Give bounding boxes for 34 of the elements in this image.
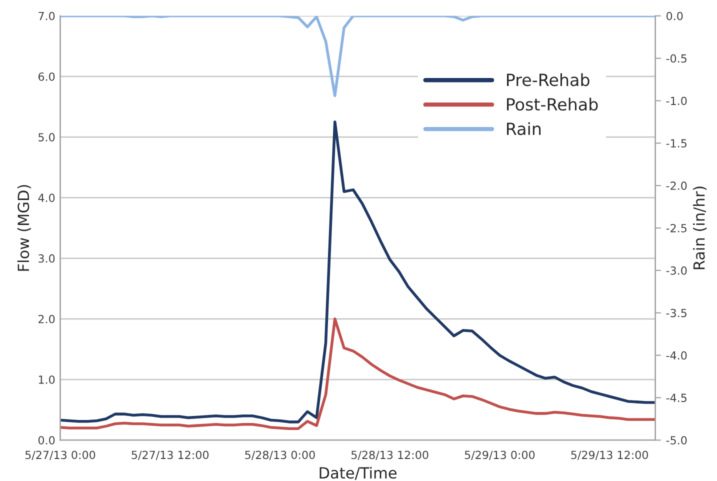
y-tick-label: 4.0 (38, 194, 55, 202)
y-tick-label: 2.0 (38, 314, 55, 324)
y2-tick-label: 0.0 (666, 12, 683, 20)
y-tick-label: 5.0 (38, 133, 55, 142)
legend-label: Rain (507, 122, 541, 136)
y2-tick-label: -4.5 (666, 394, 686, 402)
x-tick-label: 5/28/13 0:00 (245, 450, 315, 460)
line-series (60, 318, 656, 430)
x-tick-label: 5/29/13 0:00 (464, 450, 535, 460)
y2-tick-label: -0.5 (666, 54, 686, 63)
y-tick-label: 6.0 (38, 72, 55, 81)
y2-tick-label: -1.0 (666, 96, 687, 106)
x-tick-label: 5/27/13 0:00 (25, 450, 96, 460)
line-series (60, 16, 656, 98)
x-tick-label: 5/29/13 12:00 (571, 450, 648, 460)
y2-tick-label: -1.5 (666, 139, 686, 148)
x-tick-label: 5/28/13 12:00 (351, 450, 428, 460)
y-tick-label: 7.0 (38, 12, 55, 20)
y-tick-label: 1.0 (38, 375, 55, 384)
y2-tick-label: -5.0 (666, 436, 687, 444)
line-series (60, 120, 656, 424)
y-tick-label: 3.0 (38, 254, 55, 263)
y2-tick-label: -2.5 (666, 224, 686, 232)
x-axis-title: Date/Time (320, 466, 396, 480)
y-tick-label: 0.0 (38, 436, 55, 444)
y-axis-title: Flow (MGD) (17, 185, 31, 271)
y2-axis-title: Rain (in/hr) (692, 186, 707, 270)
y2-tick-label: -3.0 (666, 266, 687, 275)
legend-label: Pre-Rehab (507, 73, 590, 86)
y2-tick-label: -2.0 (666, 182, 687, 190)
legend-label: Post-Rehab (507, 98, 598, 111)
y2-tick-label: -4.0 (666, 351, 687, 360)
x-tick-label: 5/27/13 12:00 (132, 450, 209, 460)
y2-tick-label: -3.5 (666, 308, 686, 318)
